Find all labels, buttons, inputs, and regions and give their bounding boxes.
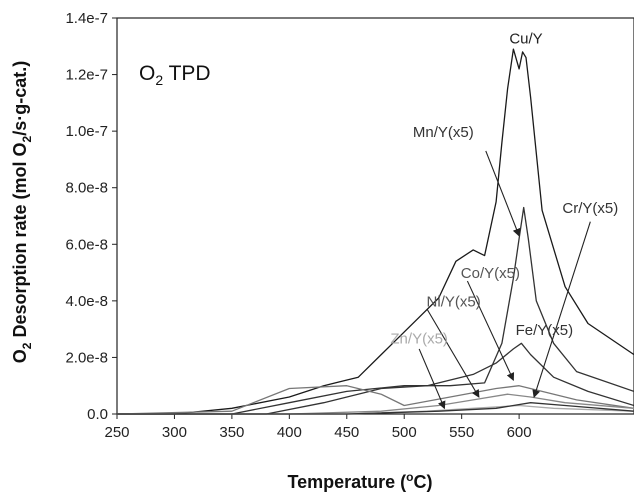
series-line-ni-y-x5 [117, 393, 634, 415]
y-tick-label: 6.0e-8 [65, 236, 108, 253]
annotation-label-cu-y: Cu/Y [509, 30, 542, 47]
annotation-label-zn-y-x5: Zn/Y(x5) [390, 330, 448, 347]
x-tick-label: 400 [277, 424, 302, 441]
x-tick-label: 300 [162, 424, 187, 441]
x-tick-label: 450 [334, 424, 359, 441]
y-tick-label: 1.2e-7 [65, 67, 108, 84]
annotation-label-co-y-x5: Co/Y(x5) [461, 265, 520, 282]
y-tick-label: 1.4e-7 [65, 10, 108, 27]
annotation-label-mn-y-x5: Mn/Y(x5) [413, 124, 474, 141]
y-tick-label: 1.0e-7 [65, 123, 108, 140]
y-tick-label: 2.0e-8 [65, 349, 108, 366]
series-line-co-y-x5 [116, 385, 634, 415]
x-tick-label: 500 [392, 424, 417, 441]
annotation-layer: Cu/Y Mn/Y(x5) Cr/Y(x5) Co/Y(x5) Ni/Y(x5) Fe/Y… [390, 30, 618, 410]
plot-frame [116, 17, 634, 415]
annotation-arrow-co-y-x5 [466, 280, 515, 381]
y-axis-title: O2 Desorption rate (mol O2/s·g-cat.) [10, 61, 34, 363]
x-axis-title: Temperature (oC) [287, 470, 432, 492]
y-tick-label: 0.0 [87, 406, 108, 423]
annotation-arrow-cr-y-x5 [532, 221, 591, 398]
series-line-cu-y [117, 48, 634, 415]
x-tick-label: 350 [219, 424, 244, 441]
annotation-label-cr-y-x5: Cr/Y(x5) [562, 200, 618, 217]
x-tick-label: 600 [507, 424, 532, 441]
series-line-fe-y-x5 [117, 342, 634, 415]
series-line-mn-y-x5 [117, 206, 634, 415]
series-line-cr-y-x5 [117, 402, 634, 415]
annotation-label-fe-y-x5: Fe/Y(x5) [516, 322, 574, 339]
y-tick-label: 4.0e-8 [65, 293, 108, 310]
series-layer [116, 48, 634, 415]
annotation-arrow-zn-y-x5 [418, 348, 446, 410]
x-tick-label: 550 [449, 424, 474, 441]
y-tick-label: 8.0e-8 [65, 180, 108, 197]
chart-title: O2 TPD [139, 62, 211, 88]
annotation-arrow-ni-y-x5 [426, 309, 480, 398]
axes: 250 300 350 400 450 500 550 600 0.0 2.0e-8 4.0e-8 6… [65, 10, 634, 441]
x-tick-label: 250 [104, 424, 129, 441]
annotation-label-ni-y-x5: Ni/Y(x5) [427, 294, 481, 311]
annotation-arrow-mn-y-x5 [485, 150, 521, 237]
